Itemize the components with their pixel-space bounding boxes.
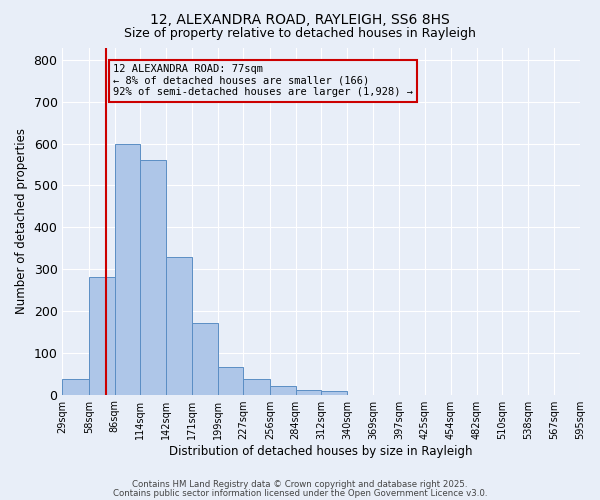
Text: 12 ALEXANDRA ROAD: 77sqm
← 8% of detached houses are smaller (166)
92% of semi-d: 12 ALEXANDRA ROAD: 77sqm ← 8% of detache…	[113, 64, 413, 98]
Bar	[89, 278, 115, 394]
Bar	[218, 366, 244, 394]
Bar	[321, 391, 347, 394]
Y-axis label: Number of detached properties: Number of detached properties	[15, 128, 28, 314]
Bar	[166, 256, 192, 394]
X-axis label: Distribution of detached houses by size in Rayleigh: Distribution of detached houses by size …	[169, 444, 473, 458]
Bar	[270, 386, 296, 394]
Bar	[192, 324, 218, 394]
Bar	[140, 160, 166, 394]
Text: Size of property relative to detached houses in Rayleigh: Size of property relative to detached ho…	[124, 28, 476, 40]
Text: 12, ALEXANDRA ROAD, RAYLEIGH, SS6 8HS: 12, ALEXANDRA ROAD, RAYLEIGH, SS6 8HS	[150, 12, 450, 26]
Bar	[115, 144, 140, 394]
Bar	[244, 379, 270, 394]
Text: Contains HM Land Registry data © Crown copyright and database right 2025.: Contains HM Land Registry data © Crown c…	[132, 480, 468, 489]
Text: Contains public sector information licensed under the Open Government Licence v3: Contains public sector information licen…	[113, 489, 487, 498]
Bar	[62, 379, 89, 394]
Bar	[296, 390, 321, 394]
